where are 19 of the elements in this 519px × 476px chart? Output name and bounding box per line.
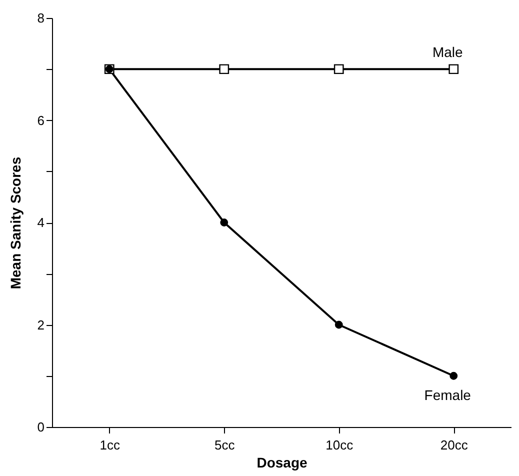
series-label: Male bbox=[432, 44, 464, 60]
x-tick-label: 1cc bbox=[100, 438, 120, 452]
y-tick-label: 0 bbox=[37, 420, 44, 434]
point bbox=[448, 64, 459, 74]
x-tick-label: 5cc bbox=[214, 438, 236, 452]
y-tick-label: 4 bbox=[37, 215, 44, 230]
y-tick-label: 6 bbox=[37, 112, 44, 128]
point bbox=[334, 320, 343, 329]
point bbox=[219, 64, 230, 74]
x-tick-label: 10cc bbox=[326, 438, 354, 452]
series-label: Female bbox=[424, 386, 472, 403]
x-axis-title: Dosage bbox=[256, 454, 308, 470]
x-tick-label: 20cc bbox=[440, 438, 468, 452]
point bbox=[220, 218, 228, 226]
y-tick-label: 2 bbox=[37, 317, 44, 332]
y-axis-title: Mean Sanity Scores bbox=[7, 156, 24, 290]
y-tick-label: 8 bbox=[37, 10, 44, 26]
point bbox=[334, 64, 344, 74]
point bbox=[450, 372, 458, 380]
